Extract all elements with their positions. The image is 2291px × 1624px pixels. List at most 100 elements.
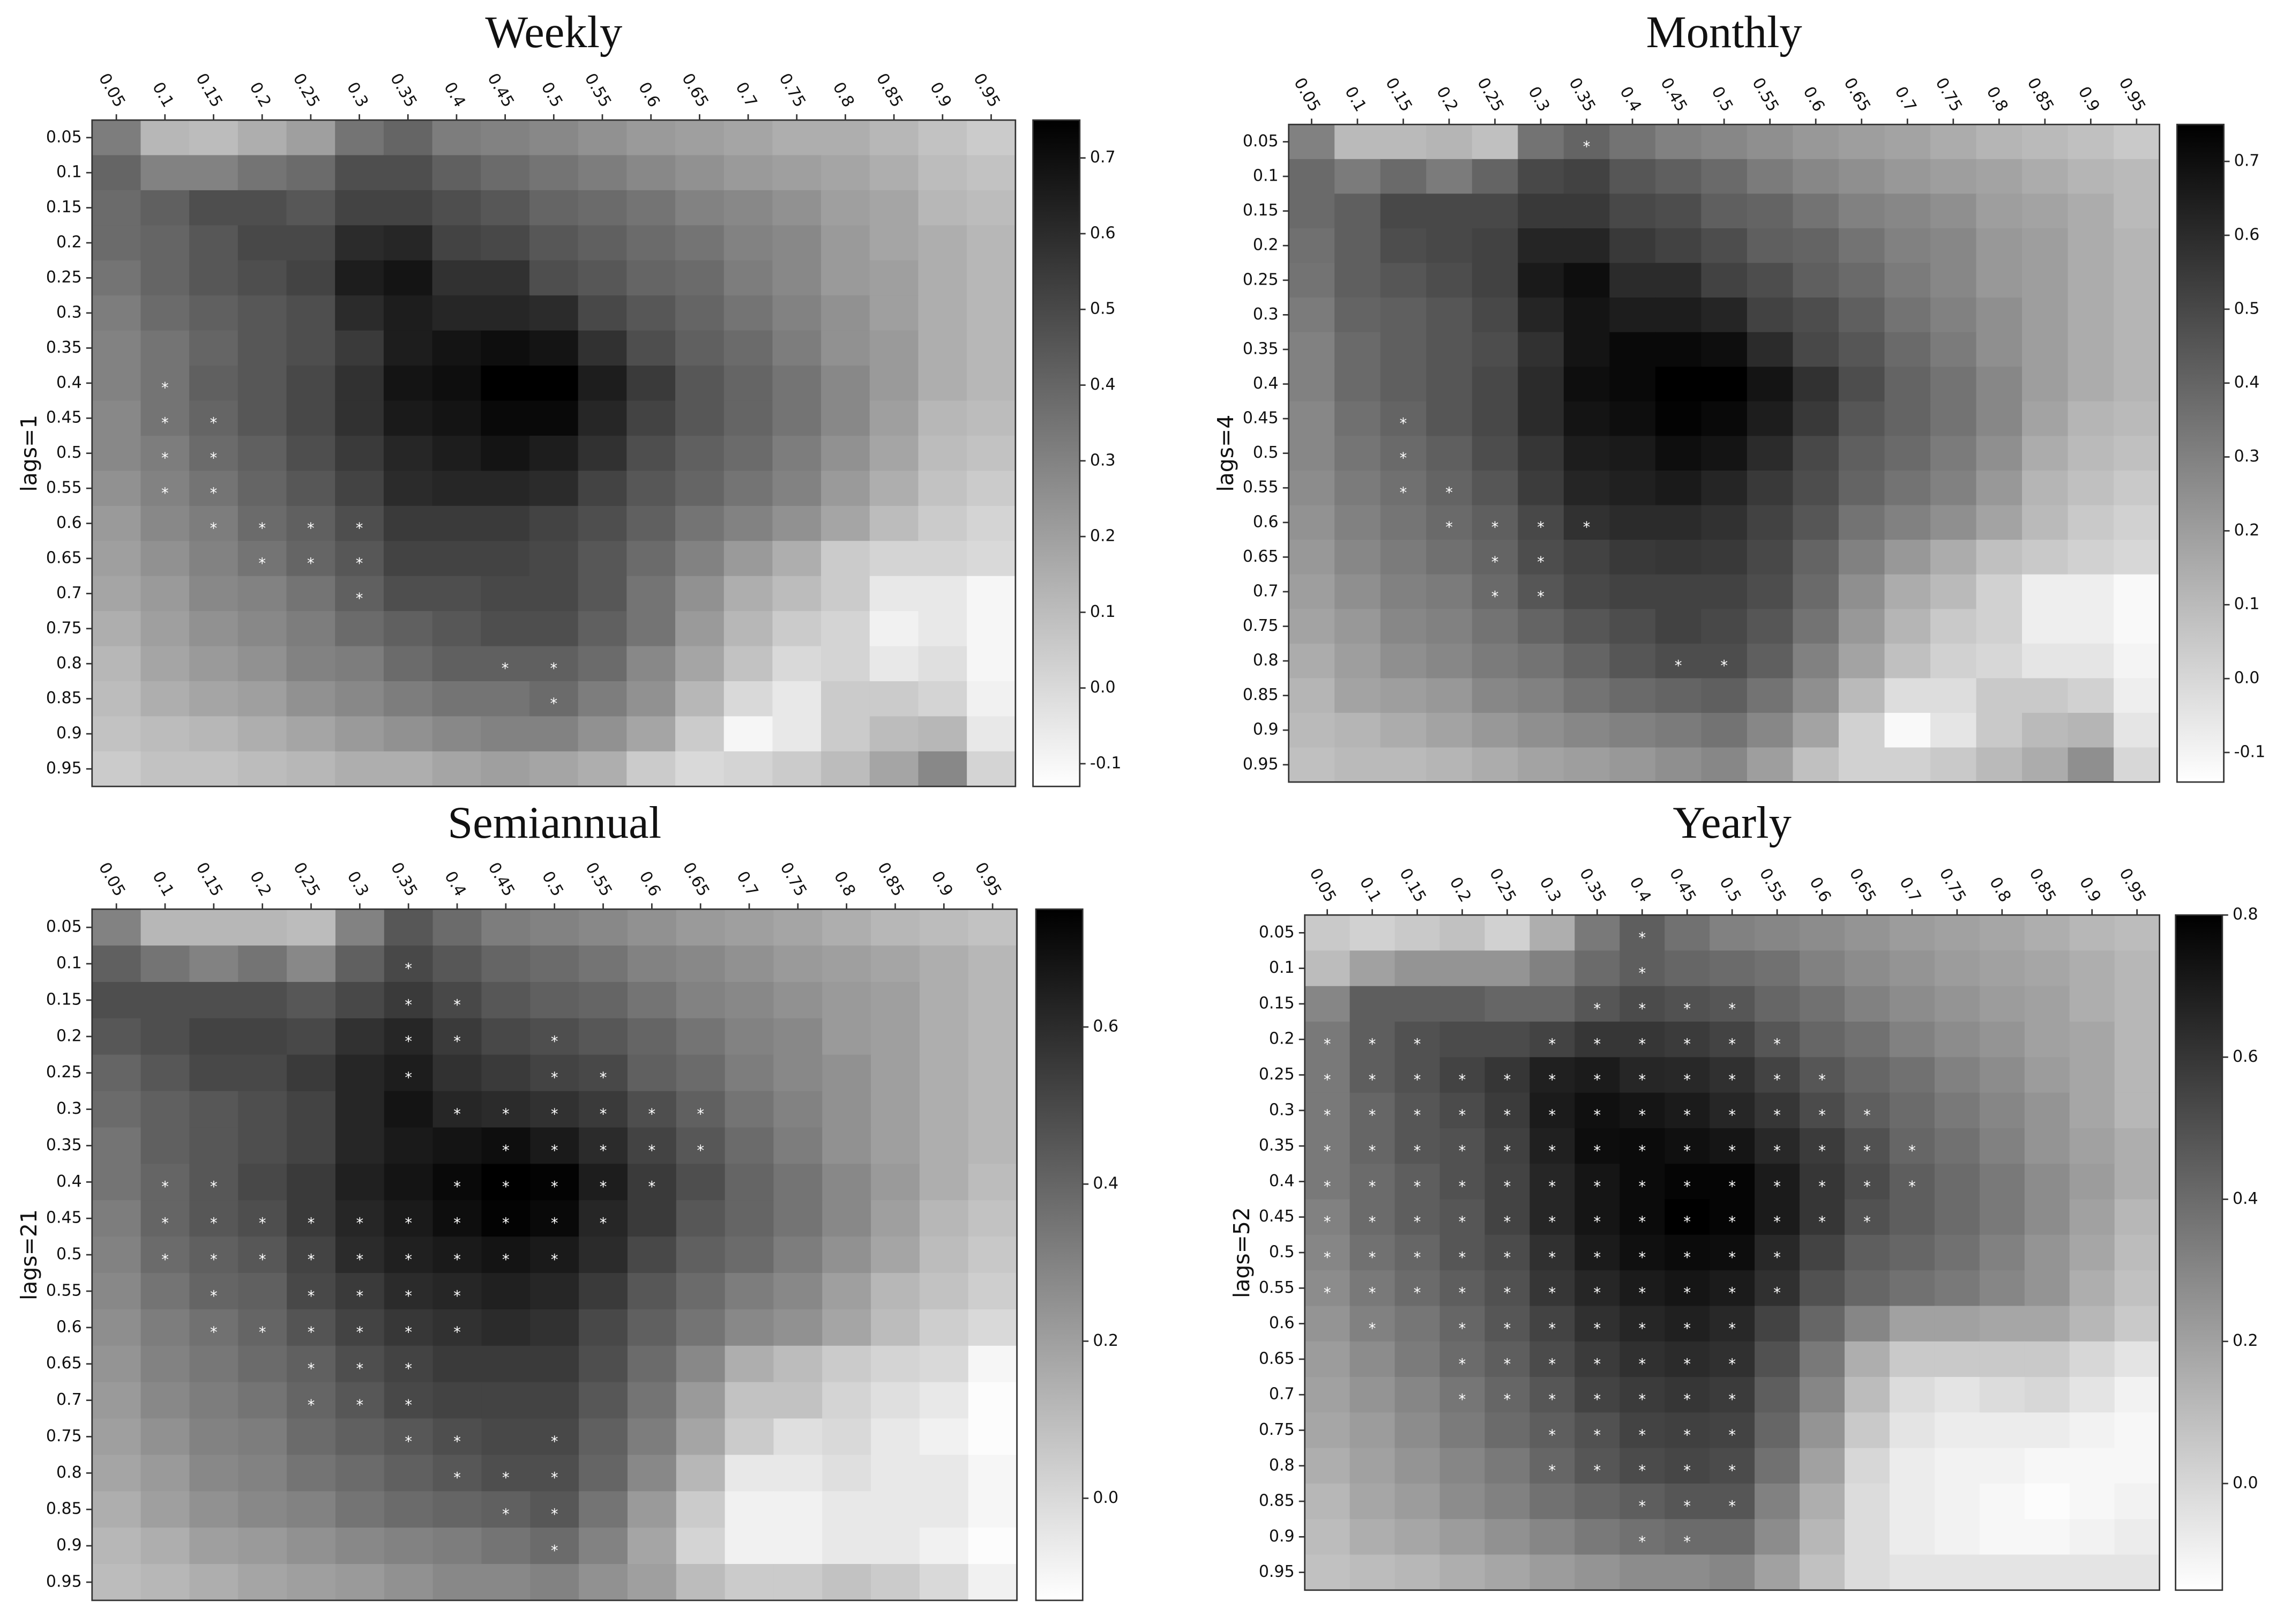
heatmap-cell: [626, 716, 676, 752]
significance-star: *: [1728, 1427, 1736, 1444]
heatmap-cell: [869, 576, 919, 612]
heatmap-cell: [1934, 1270, 1980, 1307]
heatmap-cell: [1710, 1022, 1756, 1058]
heatmap-cell: [1755, 1164, 1801, 1200]
heatmap-cell: [432, 909, 482, 947]
heatmap-cell: [529, 576, 579, 612]
significance-star: *: [1594, 1356, 1601, 1373]
heatmap-cell: [2114, 1341, 2160, 1378]
heatmap-cell: [1439, 1057, 1486, 1093]
significance-star: *: [1369, 1214, 1376, 1231]
heatmap-cell: [1620, 1128, 1666, 1165]
significance-star: *: [1414, 1249, 1421, 1266]
heatmap-cell: [189, 471, 238, 506]
heatmap-cell: [1426, 297, 1473, 333]
significance-star: *: [1773, 1037, 1781, 1053]
heatmap-cell: [919, 1382, 969, 1419]
heatmap-cell: [725, 1200, 774, 1238]
heatmap-cell: [92, 260, 141, 296]
heatmap-cell: [1710, 1057, 1756, 1093]
heatmap-cell: [1304, 1377, 1350, 1413]
heatmap-cell: [1304, 915, 1350, 951]
heatmap-cell: [2068, 470, 2115, 506]
heatmap-cell: [481, 1054, 531, 1092]
heatmap-cell: [529, 120, 579, 156]
heatmap-cell: [1426, 747, 1473, 783]
heatmap-cell: [1380, 643, 1427, 679]
significance-star: *: [1504, 1107, 1511, 1124]
x-tick-label: 0.55: [1756, 865, 1790, 905]
heatmap-cell: [1484, 1057, 1531, 1093]
y-tick-label: 0.4: [56, 1172, 82, 1191]
y-tick-label: 0.3: [56, 303, 82, 322]
heatmap-cell: [140, 1236, 190, 1274]
x-tick-label: 0.25: [289, 859, 324, 899]
heatmap-cell: [529, 541, 579, 577]
heatmap-cell: [2114, 436, 2160, 472]
heatmap-cell: [286, 295, 336, 331]
colorbar: [2176, 123, 2225, 783]
heatmap-cell: [968, 1273, 1018, 1310]
heatmap-cell: [2114, 643, 2160, 679]
heatmap-cell: [1563, 678, 1610, 714]
heatmap-cell: [918, 190, 968, 226]
heatmap-cell: [1793, 263, 1840, 299]
y-tick-label: 0.55: [46, 479, 82, 497]
heatmap-cell: [2114, 1199, 2160, 1235]
heatmap-cell: [238, 1345, 288, 1383]
heatmap-cell: [530, 945, 580, 983]
significance-star: *: [1459, 1249, 1466, 1266]
significance-star: *: [405, 1397, 412, 1414]
heatmap-cell: [1930, 678, 1977, 714]
significance-star: *: [502, 1106, 510, 1123]
heatmap-cell: [335, 120, 384, 156]
heatmap-cell: [189, 1491, 239, 1529]
heatmap-cell: [2024, 1519, 2070, 1555]
heatmap-cell: [1529, 1234, 1576, 1271]
significance-star: *: [1445, 485, 1453, 502]
heatmap-cell: [676, 1528, 726, 1565]
heatmap-cell: [189, 400, 238, 437]
heatmap-cell: [1665, 1306, 1711, 1342]
heatmap-cell: [1710, 1519, 1756, 1555]
heatmap-cell: [1710, 1164, 1756, 1200]
heatmap-cell: [578, 681, 628, 717]
heatmap-cell: [1701, 263, 1748, 299]
heatmap-cell: [1518, 643, 1564, 679]
x-tick-label: 0.55: [1748, 75, 1782, 115]
heatmap-cell: [772, 155, 822, 191]
heatmap-cell: [821, 330, 870, 367]
heatmap-cell: [1800, 1341, 1846, 1378]
heatmap-cell: [1380, 124, 1427, 160]
heatmap-cell: [140, 945, 190, 983]
heatmap-cell: [1665, 1057, 1711, 1093]
heatmap-cell: [529, 155, 579, 191]
significance-star: *: [1594, 1463, 1601, 1479]
x-tick-label: 0.15: [192, 70, 226, 110]
heatmap-cell: [1426, 540, 1473, 575]
heatmap-cell: [432, 611, 482, 647]
heatmap-cell: [1845, 1022, 1891, 1058]
heatmap-cell: [287, 1127, 337, 1165]
heatmap-cell: [1334, 505, 1381, 541]
heatmap-cell: [968, 1528, 1018, 1565]
heatmap-cell: [1574, 1234, 1621, 1271]
heatmap-cell: [627, 1309, 677, 1346]
x-tick-label: 0.05: [95, 859, 129, 899]
significance-star: *: [648, 1106, 656, 1123]
significance-star: *: [453, 1033, 461, 1050]
heatmap-cell: [384, 1491, 434, 1529]
heatmap-cell: [481, 982, 531, 1019]
heatmap-cell: [869, 505, 919, 542]
heatmap-cell: [578, 541, 628, 577]
heatmap-cell: [529, 751, 579, 787]
heatmap-cell: [481, 681, 531, 717]
heatmap-cell: [189, 576, 238, 612]
significance-star: *: [1863, 1214, 1871, 1231]
heatmap-cell: [1620, 1199, 1666, 1235]
heatmap-cell: [725, 1091, 774, 1128]
heatmap-cell: [529, 435, 579, 472]
heatmap-cell: [968, 1164, 1018, 1201]
heatmap-cell: [432, 1528, 482, 1565]
heatmap-cell: [2022, 159, 2069, 195]
